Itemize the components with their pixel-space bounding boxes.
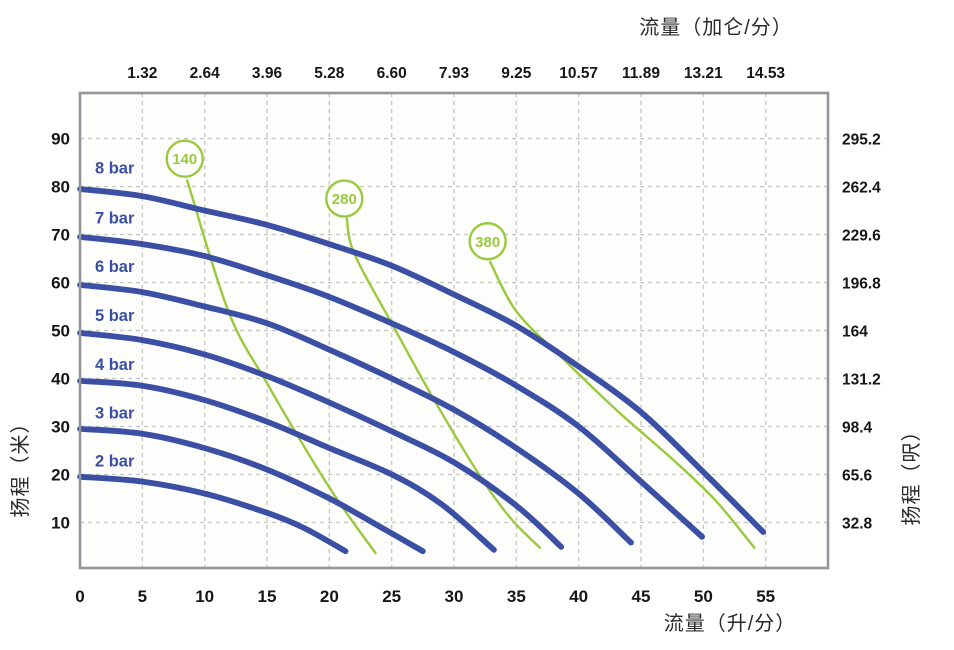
x-tick-label-bottom: 45 [632,587,651,606]
x-tick-label-bottom: 55 [756,587,775,606]
x-tick-label-bottom: 0 [75,587,84,606]
speed-badge-label-140: 140 [172,151,197,168]
curve-label-3-bar: 3 bar [95,405,135,423]
y-tick-label-right: 32.8 [842,515,873,532]
y-tick-label-right: 98.4 [842,419,873,436]
curve-label-7-bar: 7 bar [95,209,135,227]
speed-badge-380 [468,222,507,261]
y-tick-label-left: 80 [51,178,70,197]
curve-4-bar [77,378,497,553]
x-tick-label-top: 1.32 [127,65,157,82]
x-tick-label-top: 2.64 [190,65,221,82]
x-tick-label-bottom: 15 [258,587,277,606]
curve-5-bar [77,330,565,550]
y-tick-label-left: 20 [51,465,70,484]
x-tick-label-top: 6.60 [377,65,407,82]
y-tick-label-left: 40 [51,369,70,388]
y-tick-label-right: 295.2 [842,132,881,149]
curve-3-bar [77,426,426,555]
y-tick-label-left: 60 [51,274,70,293]
y-tick-label-right: 164 [842,324,868,341]
x-tick-label-top: 3.96 [252,65,283,82]
curve-label-6-bar: 6 bar [95,258,135,276]
y-tick-label-right: 196.8 [842,276,881,293]
x-tick-label-top: 11.89 [622,65,660,82]
x-tick-label-bottom: 5 [138,587,147,606]
y-tick-label-left: 10 [51,513,70,532]
x-tick-label-top: 9.25 [501,65,532,82]
curve-label-8-bar: 8 bar [95,159,135,177]
curve-6-bar [77,282,634,546]
speed-badge-140 [165,139,204,178]
curve-2-bar [77,473,349,555]
x-tick-label-bottom: 30 [445,587,464,606]
y-tick-label-right: 131.2 [842,371,881,388]
x-tick-label-bottom: 50 [694,587,713,606]
x-tick-label-bottom: 40 [569,587,588,606]
x-tick-label-top: 13.21 [684,65,723,82]
x-tick-label-top: 7.93 [439,65,470,82]
y-tick-label-left: 50 [51,322,70,341]
x-tick-label-top: 5.28 [314,65,345,82]
x-tick-label-bottom: 35 [507,587,526,606]
curve-label-2-bar: 2 bar [95,453,135,471]
right-axis-title: 扬程（呎） [901,420,923,526]
curve-label-4-bar: 4 bar [95,356,135,374]
top-axis-title: 流量（加仑/分） [639,17,793,39]
y-tick-label-left: 70 [51,226,70,245]
left-axis-title: 扬程（米） [10,412,32,518]
x-tick-label-top: 14.53 [746,65,785,82]
speed-badge-280 [325,179,364,218]
curve-8-bar [77,186,767,535]
y-tick-label-left: 30 [51,417,70,436]
curve-label-5-bar: 5 bar [95,307,135,325]
y-tick-label-left: 90 [51,130,70,149]
x-tick-label-bottom: 20 [320,587,339,606]
plot-border [78,91,830,570]
curve-7-bar [77,234,705,540]
y-tick-label-right: 65.6 [842,467,873,484]
x-tick-label-top: 10.57 [559,65,598,82]
x-tick-label-bottom: 25 [382,587,401,606]
y-tick-label-right: 262.4 [842,180,881,197]
speed-badge-label-280: 280 [332,191,357,208]
speed-badge-label-380: 380 [475,234,500,251]
y-tick-label-right: 229.6 [842,228,881,245]
x-tick-label-bottom: 10 [195,587,214,606]
bottom-axis-title: 流量（升/分） [663,613,797,635]
speed-line-380 [489,260,756,549]
